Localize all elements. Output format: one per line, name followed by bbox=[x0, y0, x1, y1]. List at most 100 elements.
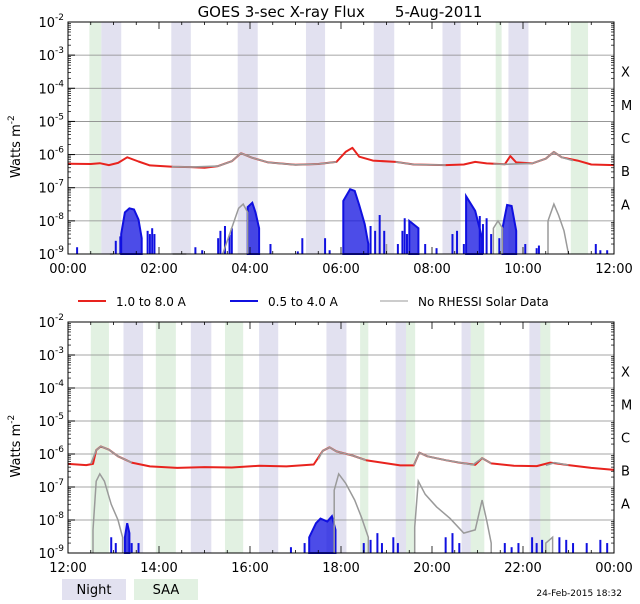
y-tick-base: 10 bbox=[38, 316, 55, 331]
y-tick-exponent: -3 bbox=[55, 346, 64, 356]
night-band bbox=[305, 22, 326, 254]
long-channel-series bbox=[67, 146, 615, 169]
chart-title-main: GOES 3-sec X-ray Flux 5-Aug-2011 bbox=[198, 3, 483, 21]
long-gray-series bbox=[493, 151, 574, 166]
y-tick-base: 10 bbox=[38, 514, 55, 529]
y-tick-label: 10-5 bbox=[38, 112, 64, 130]
y-tick-exponent: -5 bbox=[55, 412, 64, 422]
flare-class-label: C bbox=[621, 432, 630, 447]
footer-timestamp: 24-Feb-2015 18:32 bbox=[536, 589, 622, 599]
shade-legend-label: SAA bbox=[153, 583, 180, 598]
legend-label: No RHESSI Solar Data bbox=[418, 295, 549, 309]
y-tick-label: 10-4 bbox=[38, 379, 64, 397]
flare-class-label: M bbox=[621, 399, 632, 414]
y-tick-exponent: -5 bbox=[55, 112, 64, 122]
saa-band bbox=[540, 322, 551, 553]
shade-legend-swatch bbox=[134, 579, 198, 600]
y-tick-base: 10 bbox=[38, 149, 55, 164]
x-tick-label: 08:00 bbox=[413, 262, 450, 277]
night-band bbox=[123, 322, 144, 553]
legend: 1.0 to 8.0 A 0.5 to 4.0 A No RHESSI Solar … bbox=[78, 295, 549, 309]
saa-band bbox=[360, 322, 369, 553]
long-gray-series bbox=[171, 152, 337, 168]
flare-class-label: A bbox=[621, 498, 630, 513]
y-tick-exponent: -6 bbox=[55, 445, 64, 455]
legend-label: 0.5 to 4.0 A bbox=[268, 295, 339, 309]
y-tick-label: 10-8 bbox=[38, 212, 64, 230]
flare-class-label: X bbox=[621, 66, 630, 81]
y-tick-base: 10 bbox=[38, 448, 55, 463]
y-tick-base: 10 bbox=[38, 547, 55, 562]
short-channel-series bbox=[465, 192, 484, 255]
x-tick-label: 04:00 bbox=[231, 262, 268, 277]
y-tick-base: 10 bbox=[38, 481, 55, 496]
flare-class-label: X bbox=[621, 366, 630, 381]
y-tick-label: 10-7 bbox=[38, 179, 64, 197]
y-tick-exponent: -8 bbox=[55, 212, 64, 222]
flare-class-label: B bbox=[621, 165, 630, 180]
y-tick-label: 10-3 bbox=[38, 346, 64, 364]
x-tick-label: 10:00 bbox=[504, 262, 541, 277]
night-band bbox=[237, 22, 258, 254]
y-tick-base: 10 bbox=[38, 82, 55, 97]
long-gray-series bbox=[317, 446, 367, 461]
short-channel-series bbox=[120, 207, 143, 255]
x-tick-label: 20:00 bbox=[413, 561, 450, 576]
short-channel-series bbox=[123, 522, 131, 554]
long-gray-series bbox=[545, 461, 569, 467]
flare-class-label: C bbox=[621, 132, 630, 147]
x-tick-label: 14:00 bbox=[140, 561, 177, 576]
saa-band bbox=[155, 322, 176, 553]
short-gray-series bbox=[492, 219, 504, 254]
y-tick-exponent: -7 bbox=[55, 478, 64, 488]
y-axis-label: Watts m-2 bbox=[7, 415, 24, 478]
y-tick-base: 10 bbox=[38, 16, 55, 31]
shade-legend: Night SAA bbox=[62, 579, 198, 600]
y-tick-label: 10-7 bbox=[38, 478, 64, 496]
night-band bbox=[508, 22, 529, 254]
x-tick-label: 12:00 bbox=[595, 262, 632, 277]
x-tick-label: 02:00 bbox=[140, 262, 177, 277]
top-panel: 10-910-810-710-610-510-410-310-200:00 02:… bbox=[7, 13, 633, 277]
x-tick-label: 12:00 bbox=[49, 561, 86, 576]
y-axis-label-text: Watts m bbox=[9, 424, 24, 478]
long-gray-series bbox=[395, 161, 446, 166]
saa-band bbox=[470, 322, 485, 553]
flare-class-label: M bbox=[621, 99, 632, 114]
y-tick-base: 10 bbox=[38, 49, 55, 64]
short-gray-series bbox=[333, 472, 370, 553]
night-band bbox=[259, 322, 279, 553]
chart-title: GOES 3-sec X-ray Flux bbox=[198, 3, 365, 21]
short-gray-series bbox=[547, 202, 570, 255]
y-tick-exponent: -2 bbox=[55, 313, 64, 323]
y-tick-base: 10 bbox=[38, 182, 55, 197]
saa-band bbox=[406, 322, 416, 553]
night-band bbox=[373, 22, 395, 254]
y-tick-base: 10 bbox=[38, 248, 55, 263]
y-tick-exponent: -2 bbox=[55, 13, 64, 23]
short-channel-series bbox=[342, 187, 370, 255]
short-gray-series bbox=[545, 535, 554, 553]
long-gray-series bbox=[90, 445, 133, 465]
y-tick-label: 10-6 bbox=[38, 445, 64, 463]
night-band bbox=[326, 322, 347, 553]
x-tick-label: 00:00 bbox=[595, 561, 632, 576]
y-tick-label: 10-9 bbox=[38, 245, 64, 263]
y-tick-exponent: -7 bbox=[55, 179, 64, 189]
short-gray-series bbox=[221, 202, 249, 255]
y-axis-label-exponent: -2 bbox=[7, 415, 17, 424]
chart-date: 5-Aug-2011 bbox=[395, 3, 483, 21]
y-tick-base: 10 bbox=[38, 382, 55, 397]
y-tick-label: 10-4 bbox=[38, 79, 64, 97]
plot-frame bbox=[67, 21, 615, 255]
x-tick-label: 22:00 bbox=[504, 561, 541, 576]
y-tick-label: 10-9 bbox=[38, 544, 64, 562]
long-gray-series bbox=[413, 451, 492, 466]
saa-band bbox=[224, 322, 244, 553]
night-band bbox=[190, 322, 212, 553]
flare-class-label: B bbox=[621, 465, 630, 480]
saa-band bbox=[570, 22, 589, 254]
saa-band bbox=[495, 22, 502, 254]
